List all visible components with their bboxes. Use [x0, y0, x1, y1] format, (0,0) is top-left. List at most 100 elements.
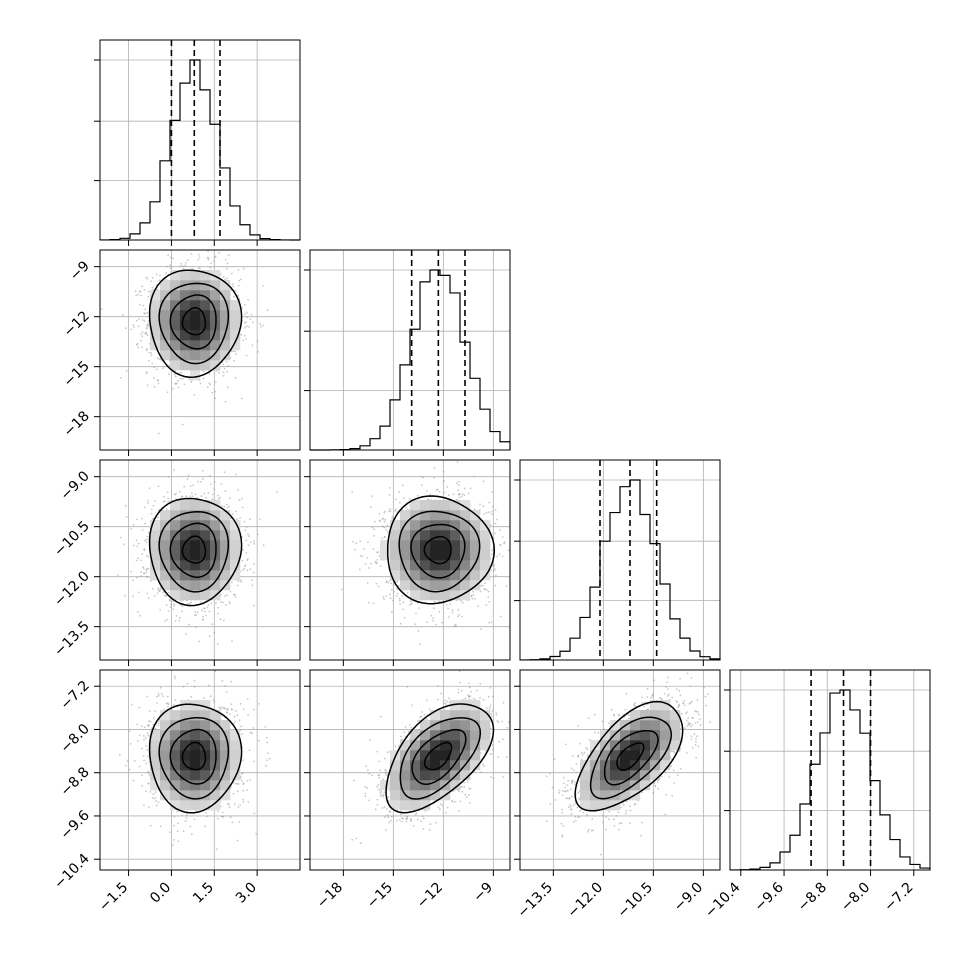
point	[368, 567, 370, 569]
density-bin	[180, 330, 191, 341]
point	[214, 381, 217, 383]
point	[162, 591, 165, 594]
point	[207, 257, 210, 259]
point	[202, 615, 204, 618]
point	[202, 377, 205, 380]
point	[243, 520, 246, 523]
point	[190, 601, 193, 604]
point	[242, 339, 245, 342]
point	[137, 611, 140, 613]
point	[487, 596, 490, 598]
point	[224, 400, 227, 403]
point	[461, 615, 463, 618]
point	[224, 258, 227, 261]
point	[501, 536, 504, 538]
point	[192, 495, 194, 498]
point	[358, 568, 361, 571]
point	[167, 475, 170, 478]
point	[244, 564, 247, 567]
point	[145, 541, 148, 543]
point	[161, 367, 164, 370]
point	[146, 384, 149, 386]
point	[215, 602, 217, 605]
point	[158, 432, 160, 435]
point	[460, 495, 463, 498]
point	[456, 615, 459, 618]
point	[460, 600, 462, 602]
point	[232, 593, 235, 596]
point	[189, 495, 192, 498]
point	[198, 256, 201, 259]
point	[172, 257, 175, 260]
point	[378, 520, 381, 522]
point	[211, 391, 214, 394]
point	[491, 549, 493, 552]
panel-1-1	[304, 249, 511, 456]
point	[145, 372, 148, 374]
point	[461, 601, 464, 604]
point	[245, 526, 248, 528]
point	[463, 487, 466, 490]
point	[208, 382, 211, 385]
point	[197, 267, 200, 270]
point	[213, 488, 216, 491]
point	[385, 595, 387, 597]
density-bin	[150, 330, 161, 341]
point	[132, 544, 135, 547]
point	[164, 620, 166, 622]
point	[156, 379, 159, 382]
point	[179, 616, 181, 619]
point	[132, 324, 135, 327]
point	[232, 350, 235, 353]
point	[201, 609, 203, 612]
density-bin	[220, 280, 231, 291]
point	[220, 483, 223, 485]
point	[184, 261, 187, 264]
point	[164, 595, 167, 598]
point	[158, 358, 161, 361]
density-bin	[160, 320, 171, 331]
density-bin	[150, 300, 161, 311]
point	[420, 484, 423, 487]
point	[137, 542, 140, 545]
point	[193, 614, 196, 617]
point	[136, 545, 139, 548]
point	[374, 560, 377, 563]
point	[223, 619, 225, 622]
point	[167, 500, 170, 503]
point	[136, 576, 139, 579]
point	[179, 377, 182, 380]
point	[243, 334, 246, 337]
point	[479, 503, 481, 506]
density-bin	[210, 340, 221, 351]
point	[471, 590, 474, 593]
point	[143, 549, 146, 552]
point	[402, 601, 405, 604]
point	[488, 601, 490, 603]
point	[146, 311, 149, 314]
point	[458, 496, 461, 499]
density-bin	[180, 320, 191, 331]
point	[140, 333, 143, 336]
point	[150, 352, 153, 355]
point	[172, 387, 174, 390]
density-bin	[180, 300, 191, 311]
point	[236, 584, 239, 587]
point	[130, 527, 133, 530]
point	[251, 321, 254, 324]
hist-1d-1	[309, 269, 511, 451]
density-bin	[220, 300, 231, 311]
point	[408, 498, 411, 500]
point	[471, 597, 474, 600]
point	[189, 602, 191, 605]
point	[124, 504, 127, 507]
panel-2-1	[304, 459, 511, 666]
point	[132, 579, 134, 582]
point	[250, 313, 253, 316]
point	[260, 325, 262, 328]
density-bin	[190, 360, 201, 371]
point	[441, 621, 443, 624]
point	[141, 319, 144, 321]
point	[166, 265, 169, 268]
point	[394, 508, 397, 511]
